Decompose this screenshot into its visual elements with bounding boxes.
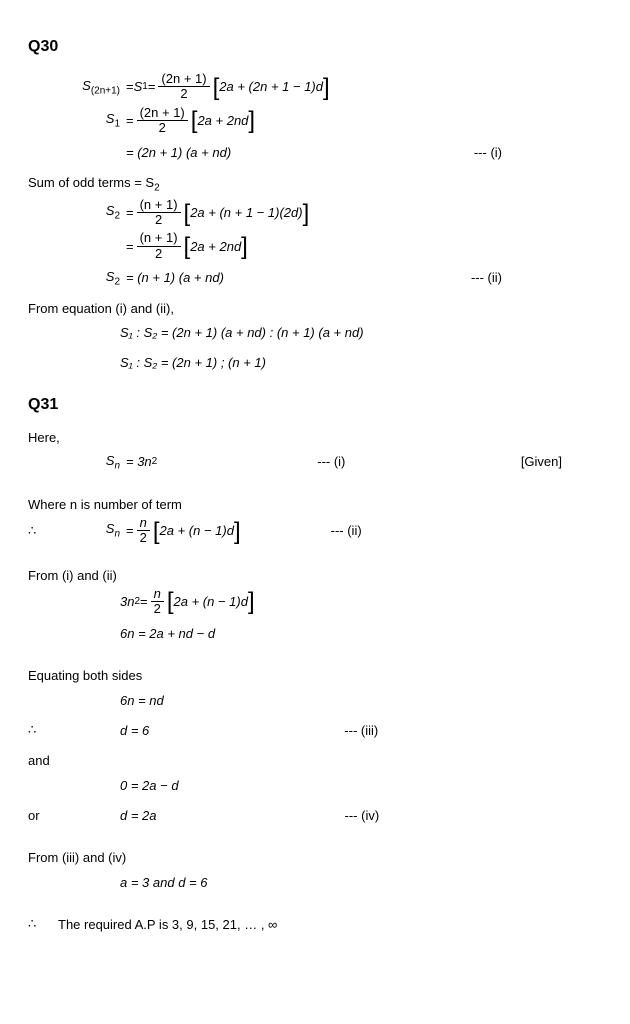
q31-line1: Sn = 3n2 --- (i) [Given] bbox=[28, 449, 602, 475]
q31-final: ∴ The required A.P is 3, 9, 15, 21, … , … bbox=[28, 911, 602, 937]
q31-line8: or d = 2a --- (iv) bbox=[28, 802, 602, 828]
q31-line3: 3n2 = n2 [ 2a + (n − 1)d ] bbox=[28, 587, 602, 617]
q30-line4: S2 = (n + 1)2 [ 2a + (n + 1 − 1)(2d) ] bbox=[28, 198, 602, 228]
q31-heading: Q31 bbox=[28, 396, 602, 414]
q30-line6: S2 = (n + 1) (a + nd) --- (ii) bbox=[28, 265, 602, 291]
q31-line5: 6n = nd bbox=[28, 687, 602, 713]
q31-line4: 6n = 2a + nd − d bbox=[28, 620, 602, 646]
q30-line2: S1 = (2n + 1)2 [ 2a + 2nd ] bbox=[28, 106, 602, 136]
q31-line6: ∴ d = 6 --- (iii) bbox=[28, 717, 602, 743]
q30-from-eq: From equation (i) and (ii), bbox=[28, 301, 602, 316]
q30-ratio1: S₁ : S₂ = (2n + 1) (a + nd) : (n + 1) (a… bbox=[28, 320, 602, 346]
q30-line3: = (2n + 1) (a + nd) --- (i) bbox=[28, 139, 602, 165]
q31-line7: 0 = 2a − d bbox=[28, 772, 602, 798]
q31-line2: ∴ Sn = n2 [ 2a + (n − 1)d ] --- (ii) bbox=[28, 516, 602, 546]
q30-sum-odd: Sum of odd terms = S2 bbox=[28, 175, 602, 194]
q31-line9: a = 3 and d = 6 bbox=[28, 869, 602, 895]
q31-equating: Equating both sides bbox=[28, 668, 602, 683]
q30-line5: = (n + 1)2 [ 2a + 2nd ] bbox=[28, 231, 602, 261]
q30-ratio2: S₁ : S₂ = (2n + 1) ; (n + 1) bbox=[28, 350, 602, 376]
q31-from12: From (i) and (ii) bbox=[28, 568, 602, 583]
q31-and: and bbox=[28, 753, 602, 768]
q30-line1: S(2n+1) = S1 = (2n + 1)2 [ 2a + (2n + 1 … bbox=[28, 72, 602, 102]
q31-here: Here, bbox=[28, 430, 602, 445]
q31-where: Where n is number of term bbox=[28, 497, 602, 512]
q30-heading: Q30 bbox=[28, 38, 602, 56]
q31-from34: From (iii) and (iv) bbox=[28, 850, 602, 865]
